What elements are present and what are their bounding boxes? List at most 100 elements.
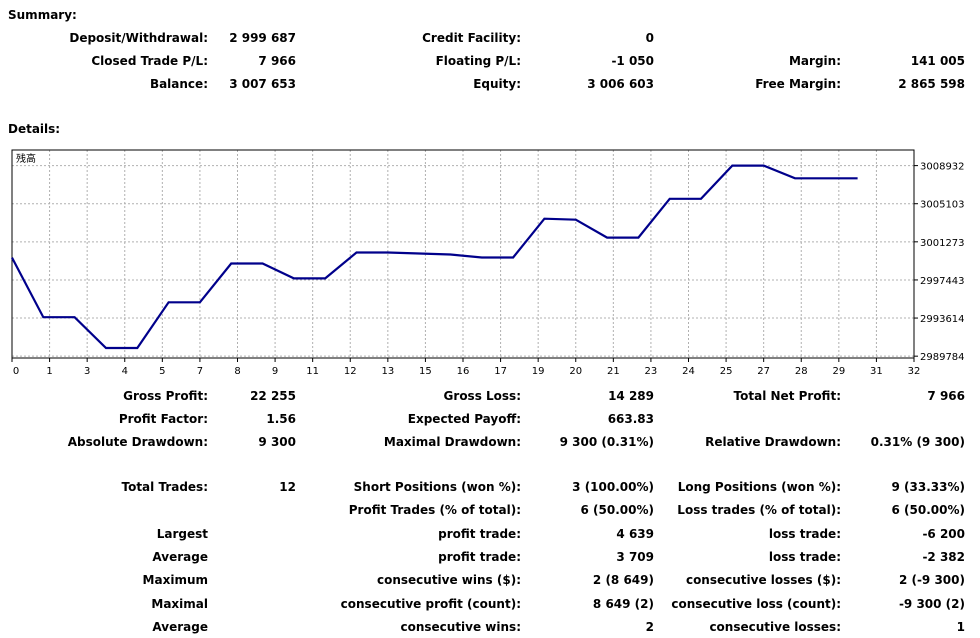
y-tick-label: 3001273	[920, 238, 965, 249]
x-tick-label: 19	[532, 366, 545, 374]
balance-chart-svg: 0 1 3 4 5 7 8 9 11 12 13 15 16 17 19 20 21 23 24 25 27 28 29 31…	[11, 149, 965, 374]
x-tick-label: 16	[457, 366, 470, 374]
x-tick-label: 12	[344, 366, 357, 374]
x-tick-label: 0	[13, 366, 19, 374]
consecutive-wins-value: 2 (8 649)	[592, 573, 654, 587]
y-tick-label: 2993614	[920, 314, 965, 325]
details-title: Details:	[8, 122, 61, 136]
floating-label: Floating P/L:	[435, 54, 521, 68]
total-trades-value: 12	[279, 480, 296, 494]
largest-profit-label: profit trade:	[438, 527, 521, 541]
average-consecutive-label: Average	[152, 620, 208, 634]
free-margin-label: Free Margin:	[755, 77, 841, 91]
x-tick-label: 1	[46, 366, 52, 374]
expected-payoff-value: 663.83	[607, 412, 654, 426]
x-tick-label: 31	[870, 366, 883, 374]
profit-trades-label: Profit Trades (% of total):	[348, 503, 521, 517]
expected-payoff-label: Expected Payoff:	[407, 412, 521, 426]
short-positions-label: Short Positions (won %):	[353, 480, 521, 494]
plot-frame	[11, 149, 915, 359]
x-tick-label: 8	[234, 366, 240, 374]
y-tick-label: 3008932	[920, 162, 965, 173]
average-loss-value: -2 382	[922, 550, 965, 564]
consecutive-profit-label: consecutive profit (count):	[340, 597, 521, 611]
y-tick-label: 2997443	[920, 276, 965, 287]
largest-loss-label: loss trade:	[768, 527, 841, 541]
average-profit-value: 3 709	[616, 550, 654, 564]
consecutive-loss-value: -9 300 (2)	[898, 597, 965, 611]
balance-line	[11, 164, 858, 350]
average-profit-label: profit trade:	[438, 550, 521, 564]
y-tick-label: 3005103	[920, 200, 965, 211]
profit-factor-label: Profit Factor:	[118, 412, 208, 426]
maximal-drawdown-label: Maximal Drawdown:	[383, 435, 521, 449]
balance-value: 3 007 653	[229, 77, 296, 91]
x-tick-label: 28	[795, 366, 808, 374]
floating-value: -1 050	[611, 54, 654, 68]
x-tick-label: 11	[306, 366, 319, 374]
x-tick-label: 29	[832, 366, 845, 374]
total-net-profit-value: 7 966	[927, 389, 965, 403]
credit-value: 0	[645, 31, 654, 45]
x-tick-label: 15	[419, 366, 432, 374]
consecutive-wins-label: consecutive wins ($):	[376, 573, 521, 587]
consecutive-losses-value: 2 (-9 300)	[898, 573, 965, 587]
consecutive-losses-label: consecutive losses ($):	[685, 573, 841, 587]
x-tick-label: 17	[494, 366, 507, 374]
consecutive-profit-value: 8 649 (2)	[592, 597, 654, 611]
x-tick-label: 5	[159, 366, 165, 374]
x-tick-label: 13	[381, 366, 394, 374]
largest-label: Largest	[156, 527, 208, 541]
long-positions-value: 9 (33.33%)	[891, 480, 965, 494]
x-tick-label: 4	[122, 366, 128, 374]
profit-trades-value: 6 (50.00%)	[580, 503, 654, 517]
deposit-label: Deposit/Withdrawal:	[69, 31, 208, 45]
deposit-value: 2 999 687	[229, 31, 296, 45]
absolute-drawdown-label: Absolute Drawdown:	[67, 435, 208, 449]
gross-profit-value: 22 255	[250, 389, 296, 403]
margin-value: 141 005	[910, 54, 965, 68]
maximal-drawdown-value: 9 300 (0.31%)	[559, 435, 654, 449]
credit-label: Credit Facility:	[422, 31, 521, 45]
total-trades-label: Total Trades:	[121, 480, 208, 494]
free-margin-value: 2 865 598	[898, 77, 965, 91]
gross-loss-value: 14 289	[608, 389, 654, 403]
closed-trade-label: Closed Trade P/L:	[91, 54, 208, 68]
short-positions-value: 3 (100.00%)	[572, 480, 654, 494]
x-tick-label: 25	[720, 366, 733, 374]
x-tick-label: 23	[645, 366, 658, 374]
x-tick-label: 32	[908, 366, 921, 374]
balance-label: Balance:	[149, 77, 208, 91]
average-consecutive-losses-label: consecutive losses:	[709, 620, 841, 634]
average-consecutive-wins-label: consecutive wins:	[400, 620, 521, 634]
balance-chart: 0 1 3 4 5 7 8 9 11 12 13 15 16 17 19 20 21 23 24 25 27 28 29 31…	[0, 148, 980, 374]
loss-trades-value: 6 (50.00%)	[891, 503, 965, 517]
x-tick-label: 9	[272, 366, 278, 374]
x-tick-label: 20	[569, 366, 582, 374]
x-tick-label: 21	[607, 366, 620, 374]
largest-loss-value: -6 200	[922, 527, 965, 541]
average-label: Average	[152, 550, 208, 564]
relative-drawdown-label: Relative Drawdown:	[705, 435, 841, 449]
closed-trade-value: 7 966	[258, 54, 296, 68]
gross-loss-label: Gross Loss:	[443, 389, 521, 403]
total-net-profit-label: Total Net Profit:	[733, 389, 841, 403]
largest-profit-value: 4 639	[616, 527, 654, 541]
x-tick-label: 24	[682, 366, 695, 374]
legend-label: 残高	[16, 152, 36, 165]
loss-trades-label: Loss trades (% of total):	[677, 503, 841, 517]
consecutive-loss-label: consecutive loss (count):	[671, 597, 841, 611]
gross-profit-label: Gross Profit:	[123, 389, 208, 403]
profit-factor-value: 1.56	[266, 412, 296, 426]
y-tick-label: 2989784	[920, 352, 965, 363]
x-tick-label: 27	[757, 366, 770, 374]
equity-label: Equity:	[473, 77, 521, 91]
average-consecutive-wins-value: 2	[645, 620, 654, 634]
maximum-label: Maximum	[142, 573, 208, 587]
equity-value: 3 006 603	[587, 77, 654, 91]
relative-drawdown-value: 0.31% (9 300)	[870, 435, 965, 449]
average-consecutive-losses-value: 1	[956, 620, 965, 634]
x-tick-label: 7	[197, 366, 203, 374]
long-positions-label: Long Positions (won %):	[677, 480, 841, 494]
x-tick-label: 3	[84, 366, 90, 374]
